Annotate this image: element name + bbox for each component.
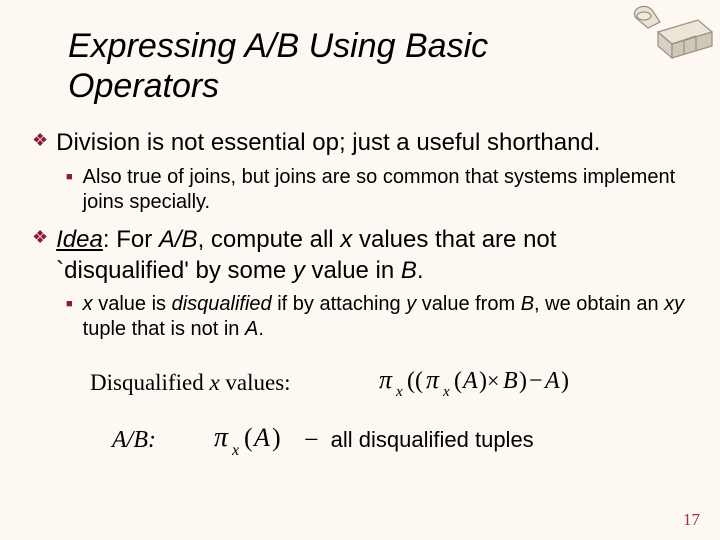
all-disqualified-text: all disqualified tuples: [331, 427, 534, 453]
disq-pre: Disqualified: [90, 370, 209, 395]
ab-formula: π x ( A ) − all disqualified tuples: [214, 422, 534, 458]
svg-text:): ): [272, 423, 281, 452]
b2a-disq: disqualified: [172, 293, 272, 315]
square-bullet-icon: ■: [66, 292, 73, 316]
b2a-A: A: [245, 318, 258, 340]
title-line-1: Expressing A/B Using Basic: [68, 27, 488, 65]
svg-text:x: x: [442, 384, 450, 400]
svg-text:π: π: [214, 422, 229, 453]
disqualified-formula: π x (( π x ( A ) × B ) − A ): [379, 366, 609, 400]
bullet-1-text: Division is not essential op; just a use…: [56, 128, 688, 159]
minus-sign: −: [304, 425, 319, 455]
disqualified-label-row: Disqualified x values: π x (( π x ( A ) …: [90, 366, 688, 400]
bullet-2: ❖ Idea: For A/B, compute all x values th…: [32, 225, 688, 286]
b2a-t4: , we obtain an: [534, 293, 664, 315]
svg-text:((: ((: [407, 368, 423, 394]
svg-text:A: A: [252, 423, 270, 452]
ab-formula-row: A/B: π x ( A ) − all disqualified tuples: [112, 422, 688, 458]
svg-text:): ): [561, 368, 569, 394]
disq-post: values:: [220, 370, 291, 395]
svg-text:A: A: [543, 368, 560, 394]
b2a-dot: .: [258, 318, 264, 340]
b2a-x: x: [83, 293, 93, 315]
b2a-t3: value from: [416, 293, 520, 315]
disqualified-label: Disqualified x values:: [90, 370, 291, 396]
page-number: 17: [683, 510, 700, 530]
b2a-B: B: [521, 293, 534, 315]
svg-text:x: x: [231, 442, 239, 458]
svg-text:π: π: [426, 366, 440, 394]
idea-word: Idea: [56, 226, 103, 253]
svg-text:A: A: [461, 368, 478, 394]
svg-text:(: (: [244, 423, 253, 452]
svg-text:x: x: [395, 384, 403, 400]
bullet-1a-text: Also true of joins, but joins are so com…: [83, 165, 688, 215]
b2-x: x: [340, 226, 352, 253]
b2-rest3: value in: [305, 257, 401, 284]
title-line-2: Operators: [68, 67, 219, 105]
bullet-2a-text: x value is disqualified if by attaching …: [83, 292, 688, 342]
corner-decoration: [630, 4, 714, 66]
b2-rest1: , compute all: [198, 226, 341, 253]
bullet-2-text: Idea: For A/B, compute all x values that…: [56, 225, 688, 286]
bullet-2a: ■ x value is disqualified if by attachin…: [66, 292, 688, 342]
square-bullet-icon: ■: [66, 165, 73, 189]
bullet-1a: ■ Also true of joins, but joins are so c…: [66, 165, 688, 215]
svg-text:B: B: [503, 368, 518, 394]
svg-text:−: −: [529, 368, 543, 394]
b2a-t2: if by attaching: [272, 293, 407, 315]
b2-dot: .: [417, 257, 424, 284]
b2a-t1: value is: [93, 293, 172, 315]
b2a-t5: tuple that is not in: [83, 318, 245, 340]
b2a-xy: xy: [664, 293, 684, 315]
slide-title: Expressing A/B Using Basic Operators: [68, 26, 688, 106]
diamond-bullet-icon: ❖: [32, 128, 48, 153]
diamond-bullet-icon: ❖: [32, 225, 48, 250]
b2-ab: A/B: [159, 226, 198, 253]
b2-colon: : For: [103, 226, 159, 253]
svg-text:×: ×: [487, 368, 499, 393]
b2a-y: y: [406, 293, 416, 315]
slide: Expressing A/B Using Basic Operators ❖ D…: [0, 0, 720, 540]
svg-text:): ): [519, 368, 527, 394]
b2-y: y: [293, 257, 305, 284]
svg-text:π: π: [379, 366, 393, 394]
bullet-1: ❖ Division is not essential op; just a u…: [32, 128, 688, 159]
disq-x: x: [209, 370, 219, 395]
ab-label: A/B:: [112, 427, 156, 454]
b2-B: B: [401, 257, 417, 284]
svg-text:(: (: [454, 368, 462, 394]
svg-text:): ): [479, 368, 487, 394]
